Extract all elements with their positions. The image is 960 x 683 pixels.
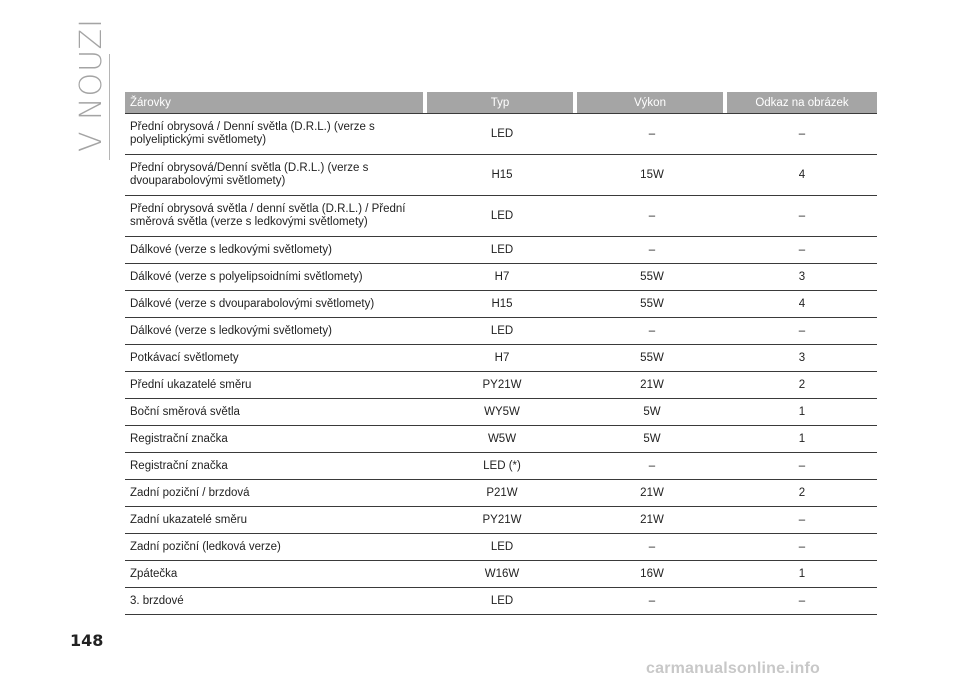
- row-power: –: [577, 237, 727, 264]
- row-bulb-name: Zadní ukazatelé směru: [125, 507, 427, 534]
- row-type: PY21W: [427, 372, 577, 399]
- header-figure-ref: Odkaz na obrázek: [727, 92, 877, 113]
- row-power: 5W: [577, 399, 727, 426]
- row-power: –: [577, 588, 727, 615]
- row-power: 21W: [577, 372, 727, 399]
- row-figure-ref: 2: [727, 372, 877, 399]
- row-type: LED: [427, 237, 577, 264]
- table-row: Přední obrysová / Denní světla (D.R.L.) …: [125, 113, 877, 155]
- row-figure-ref: 1: [727, 426, 877, 453]
- row-bulb-name: Dálkové (verze s ledkovými světlomety): [125, 318, 427, 345]
- row-figure-ref: 3: [727, 345, 877, 372]
- table-row: Dálkové (verze s ledkovými světlomety) L…: [125, 237, 877, 264]
- row-power: 5W: [577, 426, 727, 453]
- row-figure-ref: –: [727, 237, 877, 264]
- row-figure-ref: –: [727, 318, 877, 345]
- row-bulb-name: Zpátečka: [125, 561, 427, 588]
- row-power: –: [577, 196, 727, 237]
- row-bulb-name: Zadní poziční / brzdová: [125, 480, 427, 507]
- section-title: V NOUZI: [74, 18, 109, 152]
- row-power: –: [577, 534, 727, 561]
- row-power: 55W: [577, 345, 727, 372]
- row-type: LED: [427, 534, 577, 561]
- table-row: Zpátečka W16W 16W 1: [125, 561, 877, 588]
- row-type: WY5W: [427, 399, 577, 426]
- row-type: LED: [427, 113, 577, 155]
- row-bulb-name: 3. brzdové: [125, 588, 427, 615]
- row-power: –: [577, 113, 727, 155]
- row-power: –: [577, 453, 727, 480]
- row-figure-ref: –: [727, 113, 877, 155]
- row-figure-ref: 2: [727, 480, 877, 507]
- header-bulbs: Žárovky: [125, 92, 427, 113]
- row-bulb-name: Potkávací světlomety: [125, 345, 427, 372]
- row-type: H7: [427, 264, 577, 291]
- row-bulb-name: Zadní poziční (ledková verze): [125, 534, 427, 561]
- row-type: W16W: [427, 561, 577, 588]
- table-row: Boční směrová světla WY5W 5W 1: [125, 399, 877, 426]
- row-figure-ref: –: [727, 507, 877, 534]
- row-type: P21W: [427, 480, 577, 507]
- header-power: Výkon: [577, 92, 727, 113]
- table-row: Zadní poziční / brzdová P21W 21W 2: [125, 480, 877, 507]
- row-figure-ref: 3: [727, 264, 877, 291]
- row-power: 55W: [577, 291, 727, 318]
- row-type: H15: [427, 291, 577, 318]
- table-header-row: Žárovky Typ Výkon Odkaz na obrázek: [125, 92, 877, 113]
- row-bulb-name: Dálkové (verze s ledkovými světlomety): [125, 237, 427, 264]
- table-row: Potkávací světlomety H7 55W 3: [125, 345, 877, 372]
- row-type: LED (*): [427, 453, 577, 480]
- row-power: 16W: [577, 561, 727, 588]
- row-bulb-name: Registrační značka: [125, 453, 427, 480]
- row-type: PY21W: [427, 507, 577, 534]
- row-figure-ref: –: [727, 196, 877, 237]
- table-row: Přední obrysová/Denní světla (D.R.L.) (v…: [125, 155, 877, 196]
- row-bulb-name: Dálkové (verze s polyelipsoidními světlo…: [125, 264, 427, 291]
- section-divider: [109, 54, 110, 160]
- row-figure-ref: –: [727, 534, 877, 561]
- row-type: H7: [427, 345, 577, 372]
- row-type: LED: [427, 318, 577, 345]
- table-row: Registrační značka W5W 5W 1: [125, 426, 877, 453]
- watermark: carmanualsonline.info: [646, 660, 821, 677]
- row-type: LED: [427, 588, 577, 615]
- table-row: Zadní ukazatelé směru PY21W 21W –: [125, 507, 877, 534]
- row-power: 15W: [577, 155, 727, 196]
- table-row: Dálkové (verze s ledkovými světlomety) L…: [125, 318, 877, 345]
- row-figure-ref: 1: [727, 399, 877, 426]
- row-figure-ref: –: [727, 453, 877, 480]
- row-bulb-name: Přední obrysová světla / denní světla (D…: [125, 196, 427, 237]
- row-figure-ref: –: [727, 588, 877, 615]
- row-type: LED: [427, 196, 577, 237]
- row-power: 21W: [577, 480, 727, 507]
- row-power: 21W: [577, 507, 727, 534]
- row-bulb-name: Registrační značka: [125, 426, 427, 453]
- table-row: Dálkové (verze s polyelipsoidními světlo…: [125, 264, 877, 291]
- table-row: Přední ukazatelé směru PY21W 21W 2: [125, 372, 877, 399]
- header-type: Typ: [427, 92, 577, 113]
- row-figure-ref: 1: [727, 561, 877, 588]
- row-power: –: [577, 318, 727, 345]
- row-type: W5W: [427, 426, 577, 453]
- row-bulb-name: Dálkové (verze s dvouparabolovými světlo…: [125, 291, 427, 318]
- table-row: Přední obrysová světla / denní světla (D…: [125, 196, 877, 237]
- page-number: 148: [70, 631, 104, 650]
- row-power: 55W: [577, 264, 727, 291]
- row-bulb-name: Přední ukazatelé směru: [125, 372, 427, 399]
- table-row: Registrační značka LED (*) – –: [125, 453, 877, 480]
- row-bulb-name: Přední obrysová / Denní světla (D.R.L.) …: [125, 113, 427, 155]
- row-bulb-name: Boční směrová světla: [125, 399, 427, 426]
- row-bulb-name: Přední obrysová/Denní světla (D.R.L.) (v…: [125, 155, 427, 196]
- row-type: H15: [427, 155, 577, 196]
- table-row: Dálkové (verze s dvouparabolovými světlo…: [125, 291, 877, 318]
- table-row: Zadní poziční (ledková verze) LED – –: [125, 534, 877, 561]
- bulb-table: Žárovky Typ Výkon Odkaz na obrázek Předn…: [125, 92, 877, 615]
- row-figure-ref: 4: [727, 291, 877, 318]
- table-row: 3. brzdové LED – –: [125, 588, 877, 615]
- row-figure-ref: 4: [727, 155, 877, 196]
